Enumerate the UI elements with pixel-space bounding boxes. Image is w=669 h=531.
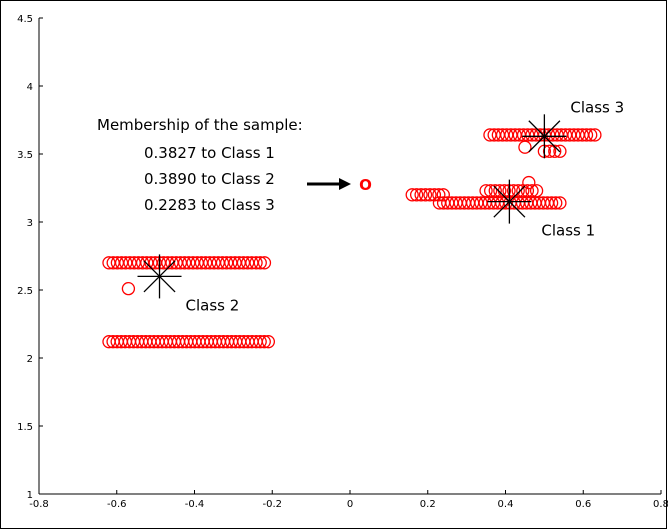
data-point — [253, 335, 267, 349]
y-tick-label: 4 — [27, 82, 33, 93]
data-point — [409, 188, 424, 202]
data-point — [544, 196, 559, 210]
data-point — [261, 335, 276, 349]
data-point — [588, 128, 602, 142]
x-tick-label: -0.2 — [262, 499, 282, 510]
data-point — [553, 144, 567, 158]
data-point — [479, 184, 493, 198]
data-point — [249, 256, 263, 270]
data-point — [522, 175, 536, 190]
x-tick-label: 0 — [347, 499, 353, 510]
data-point — [553, 196, 567, 210]
centroid-marker — [487, 179, 532, 224]
data-point — [121, 281, 136, 296]
y-tick-label: 2.5 — [17, 286, 33, 297]
arrow-icon — [307, 178, 351, 190]
y-tick-label: 3 — [27, 218, 33, 229]
data-point — [549, 196, 563, 210]
centroid-marker — [137, 254, 182, 299]
centroid-marker — [522, 114, 567, 159]
data-point — [548, 144, 562, 158]
data-point — [253, 256, 267, 270]
x-tick-label: 0.8 — [653, 499, 668, 510]
data-point — [520, 184, 535, 198]
data-point — [542, 144, 557, 158]
data-point — [525, 184, 539, 198]
x-tick-label: -0.4 — [185, 499, 205, 510]
sample-marker: O — [359, 176, 372, 194]
data-point — [414, 188, 428, 202]
data-point — [257, 335, 271, 349]
y-tick-label: 1 — [27, 490, 33, 501]
centroid-stroke — [493, 185, 526, 218]
data-point — [257, 256, 272, 270]
class-label: Class 1 — [541, 222, 595, 240]
x-tick-label: 0.2 — [420, 499, 436, 510]
axes: -0.8 -0.6 -0.4 -0.2 0 0.2 0.4 0.6 0.8 1 1.5 2 2.5 3 3.… — [17, 14, 668, 510]
data-point — [518, 140, 532, 154]
data-point — [436, 188, 450, 202]
x-tick-label: 0.6 — [575, 499, 591, 510]
annotation-title: Membership of the sample: — [97, 116, 303, 134]
annotations: Membership of the sample: 0.3827 to Clas… — [97, 116, 351, 214]
centroid-stroke — [143, 260, 176, 293]
data-point — [529, 184, 544, 198]
y-tick-label: 3.5 — [17, 150, 33, 161]
annotation-class3: 0.2283 to Class 3 — [144, 196, 275, 214]
y-tick-label: 4.5 — [17, 14, 33, 25]
annotation-class1: 0.3827 to Class 1 — [144, 144, 275, 162]
data-point — [579, 128, 594, 142]
data-point — [488, 184, 502, 198]
data-point — [584, 128, 598, 142]
data-point — [432, 188, 446, 202]
x-tick-label: 0.4 — [498, 499, 514, 510]
class-centroids: Class 1 Class 2 Class 3 O — [137, 98, 624, 314]
y-tick-label: 1.5 — [17, 422, 33, 433]
data-point — [484, 184, 498, 198]
x-tick-label: -0.6 — [107, 499, 127, 510]
data-point — [493, 184, 507, 198]
data-point — [418, 188, 433, 202]
y-tick-label: 2 — [27, 354, 33, 365]
data-point — [405, 188, 419, 202]
data-point — [511, 184, 525, 198]
class-label: Class 2 — [186, 296, 240, 314]
class-label: Class 3 — [570, 98, 624, 116]
centroid-stroke — [528, 120, 561, 153]
data-point — [423, 188, 437, 202]
annotation-class2: 0.3890 to Class 2 — [144, 170, 275, 188]
x-tick-label: -0.8 — [29, 499, 49, 510]
